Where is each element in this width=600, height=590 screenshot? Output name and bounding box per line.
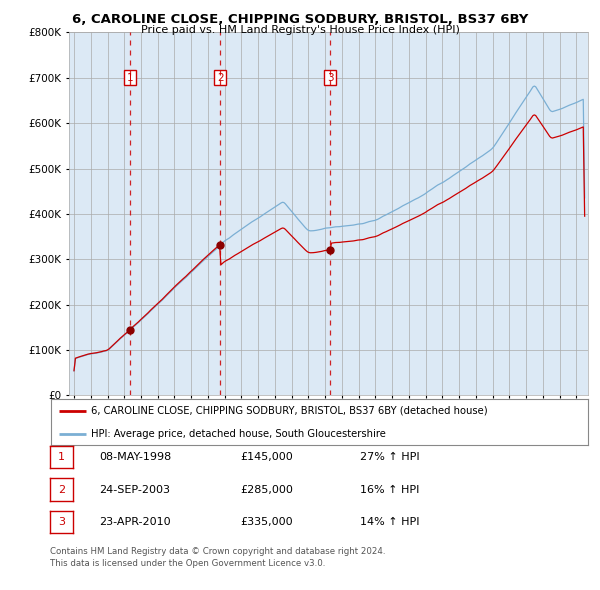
Text: 3: 3 (58, 517, 65, 527)
Text: 6, CAROLINE CLOSE, CHIPPING SODBURY, BRISTOL, BS37 6BY: 6, CAROLINE CLOSE, CHIPPING SODBURY, BRI… (72, 13, 528, 26)
Text: 2: 2 (58, 485, 65, 494)
Text: £335,000: £335,000 (240, 517, 293, 527)
Text: 6, CAROLINE CLOSE, CHIPPING SODBURY, BRISTOL, BS37 6BY (detached house): 6, CAROLINE CLOSE, CHIPPING SODBURY, BRI… (91, 406, 488, 416)
Text: 08-MAY-1998: 08-MAY-1998 (99, 453, 171, 462)
Text: 16% ↑ HPI: 16% ↑ HPI (360, 485, 419, 494)
Text: £145,000: £145,000 (240, 453, 293, 462)
Text: 2: 2 (217, 73, 223, 83)
Text: 24-SEP-2003: 24-SEP-2003 (99, 485, 170, 494)
Text: HPI: Average price, detached house, South Gloucestershire: HPI: Average price, detached house, Sout… (91, 429, 386, 439)
Text: This data is licensed under the Open Government Licence v3.0.: This data is licensed under the Open Gov… (50, 559, 325, 568)
Text: 23-APR-2010: 23-APR-2010 (99, 517, 170, 527)
Text: 14% ↑ HPI: 14% ↑ HPI (360, 517, 419, 527)
Text: 1: 1 (127, 73, 134, 83)
Text: Contains HM Land Registry data © Crown copyright and database right 2024.: Contains HM Land Registry data © Crown c… (50, 547, 385, 556)
Text: 1: 1 (58, 453, 65, 462)
Text: 3: 3 (327, 73, 334, 83)
Text: £285,000: £285,000 (240, 485, 293, 494)
Text: 27% ↑ HPI: 27% ↑ HPI (360, 453, 419, 462)
Text: Price paid vs. HM Land Registry's House Price Index (HPI): Price paid vs. HM Land Registry's House … (140, 25, 460, 35)
